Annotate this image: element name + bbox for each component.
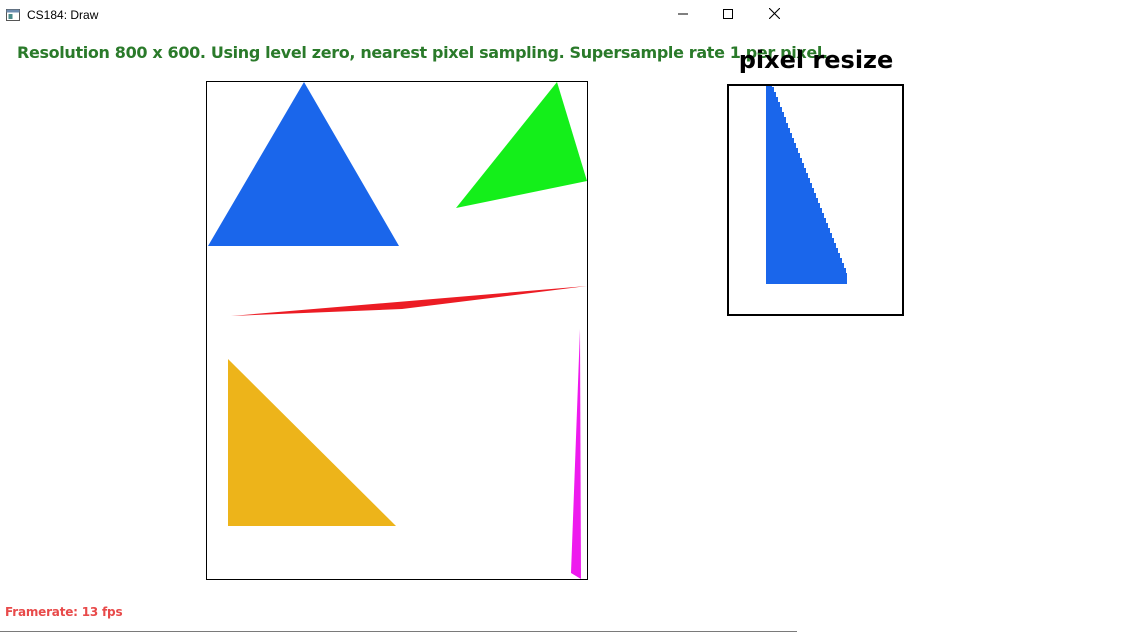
orange-triangle [228, 359, 396, 526]
magenta-triangle [571, 329, 581, 579]
framerate-text: Framerate: 13 fps [5, 605, 123, 619]
window-app-icon [6, 8, 20, 21]
close-button[interactable] [751, 0, 797, 30]
zoom-title: pixel resize [738, 46, 894, 74]
draw-canvas[interactable] [206, 81, 588, 580]
app-window: CS184: Draw Resolution 800 x 600. Using … [0, 0, 829, 632]
zoomed-blue-triangle [766, 86, 847, 284]
title-bar[interactable]: CS184: Draw [0, 0, 797, 30]
window-title: CS184: Draw [27, 8, 99, 22]
maximize-button[interactable] [705, 0, 751, 30]
render-info-text: Resolution 800 x 600. Using level zero, … [17, 43, 828, 62]
green-triangle [456, 82, 587, 208]
minimize-button[interactable] [660, 0, 706, 30]
maximize-icon [723, 6, 733, 24]
pixel-zoom-view [727, 84, 904, 316]
red-triangle [231, 286, 587, 316]
blue-triangle [208, 82, 399, 246]
minimize-icon [678, 6, 688, 24]
close-icon [768, 6, 780, 24]
